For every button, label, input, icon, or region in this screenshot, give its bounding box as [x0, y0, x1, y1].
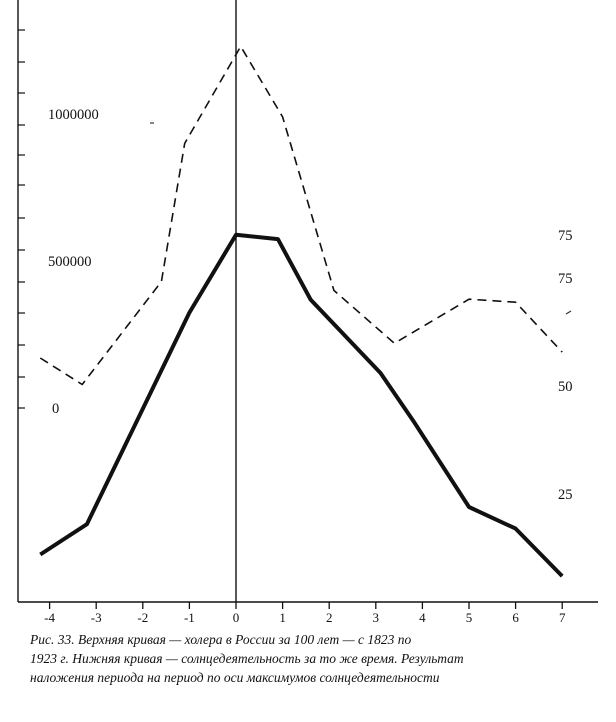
left-axis-value-label: 0 — [52, 401, 59, 417]
x-tick-label: -1 — [184, 610, 195, 625]
right-axis-value-label: 50 — [558, 379, 573, 395]
chart: -4 -3 -2 -1 0 1 2 3 4 5 6 7 1000000 500000 0 75 75 50 25 — [17, 0, 598, 625]
x-tick-label: 7 — [559, 610, 566, 625]
figure-caption: Рис. 33. Верхняя кривая — холера в Росси… — [30, 630, 596, 687]
x-tick-label: 6 — [512, 610, 519, 625]
x-tick-label: -4 — [44, 610, 55, 625]
right-axis-value-label: 75 — [558, 228, 573, 244]
caption-line-3: наложения периода на период по оси макси… — [30, 670, 440, 685]
left-axis-value-label: 500000 — [48, 254, 92, 270]
plot-frame — [17, 0, 598, 603]
cholera-series-line — [39, 45, 563, 386]
right-axis-labels: 75 75 50 25 — [558, 228, 573, 503]
left-axis-labels: 1000000 500000 0 — [48, 107, 99, 417]
stray-marks — [150, 122, 572, 315]
right-axis-value-label: 75 — [558, 271, 573, 287]
series-layer — [39, 45, 564, 578]
x-tick-label: 2 — [326, 610, 333, 625]
right-axis-value-label: 25 — [558, 487, 573, 503]
caption-line-2: 1923 г. Нижняя кривая — солнцедеятельнос… — [30, 651, 464, 666]
x-tick-label: 5 — [466, 610, 473, 625]
x-tick-label: 0 — [233, 610, 240, 625]
solar-activity-series-line — [39, 232, 564, 578]
left-axis-ticks — [18, 29, 25, 409]
x-tick-label: -3 — [91, 610, 102, 625]
x-axis-ticks: -4 -3 -2 -1 0 1 2 3 4 5 6 7 — [44, 602, 566, 625]
x-tick-label: 1 — [279, 610, 286, 625]
x-tick-label: -2 — [137, 610, 148, 625]
x-tick-label: 3 — [373, 610, 380, 625]
left-axis-value-label: 1000000 — [48, 107, 99, 123]
x-tick-label: 4 — [419, 610, 426, 625]
caption-line-1: Рис. 33. Верхняя кривая — холера в Росси… — [30, 632, 412, 647]
